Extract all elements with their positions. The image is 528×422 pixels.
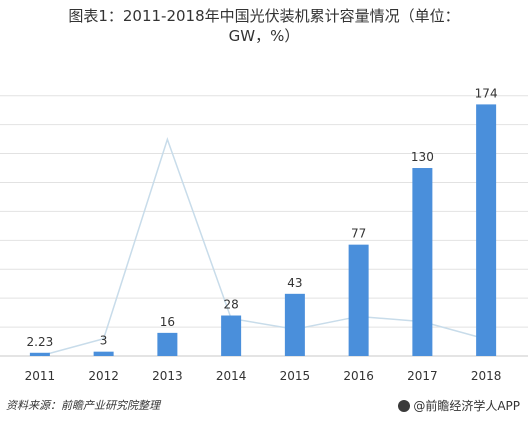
x-tick-2016: 2016 xyxy=(343,369,374,383)
bar-2011 xyxy=(29,352,50,356)
bar-2018 xyxy=(476,104,497,357)
brand-logo-icon xyxy=(398,400,411,412)
x-tick-2012: 2012 xyxy=(88,369,119,383)
data-labels: 2.23 3 16 28 43 77 130 174 xyxy=(27,86,498,348)
data-label-2013: 16 xyxy=(160,315,175,329)
data-label-2016: 77 xyxy=(351,227,366,241)
x-tick-2011: 2011 xyxy=(25,369,56,383)
x-axis-tick-labels: 2011 2012 2013 2014 2015 2016 2017 2018 xyxy=(25,369,502,383)
x-tick-2017: 2017 xyxy=(407,369,438,383)
x-tick-2014: 2014 xyxy=(216,369,247,383)
data-label-2015: 43 xyxy=(287,276,302,290)
data-label-2011: 2.23 xyxy=(27,335,54,349)
chart-title-line-2: GW，%） xyxy=(228,27,300,45)
data-label-2014: 28 xyxy=(223,298,238,312)
source-note: 资料来源：前瞻产业研究院整理 xyxy=(6,399,160,412)
bar-2014 xyxy=(221,315,242,356)
x-tick-2018: 2018 xyxy=(471,369,502,383)
bar-2016 xyxy=(348,244,369,356)
bar-series xyxy=(29,104,497,357)
chart-title: 图表1：2011-2018年中国光伏装机累计容量情况（单位： GW，%） xyxy=(0,6,528,46)
brand-watermark: @前瞻经济学人APP xyxy=(398,397,520,414)
data-label-2012: 3 xyxy=(100,334,108,348)
bar-2017 xyxy=(412,168,433,356)
bar-2013 xyxy=(157,332,178,356)
brand-label: @前瞻经济学人APP xyxy=(413,399,520,413)
bar-2012 xyxy=(93,351,114,356)
chart-title-line-1: 图表1：2011-2018年中国光伏装机累计容量情况（单位： xyxy=(68,7,460,25)
data-label-2017: 130 xyxy=(411,150,434,164)
growth-line-series xyxy=(39,137,487,357)
x-tick-2013: 2013 xyxy=(152,369,183,383)
grid-lines xyxy=(0,95,528,357)
data-label-2018: 174 xyxy=(475,86,498,100)
bar-2015 xyxy=(284,293,305,356)
x-tick-2015: 2015 xyxy=(280,369,311,383)
growth-line xyxy=(39,137,487,357)
